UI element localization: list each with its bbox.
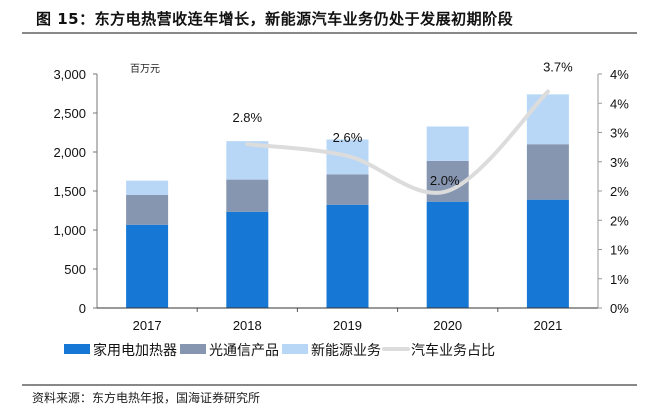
x-tick-label: 2018	[233, 318, 262, 333]
bar-2017-1	[126, 194, 169, 225]
chart-title: 图 15：东方电热营收连年增长，新能源汽车业务仍处于发展初期阶段	[36, 10, 514, 28]
y-tick-label: 1,000	[53, 223, 86, 238]
data-label: 3.7%	[543, 60, 573, 75]
bar-2018-0	[226, 211, 269, 308]
bar-2021-0	[526, 199, 569, 308]
bar-2020-1	[426, 160, 469, 202]
y-tick-label: 2,500	[53, 106, 86, 121]
bar-2017-0	[126, 224, 169, 308]
y2-tick-label: 3%	[610, 155, 629, 170]
line-汽车业务占比	[245, 89, 550, 195]
y-tick-label: 500	[64, 262, 86, 277]
x-tick-label: 2020	[433, 318, 462, 333]
legend-swatch-0	[64, 344, 90, 354]
bar-2021-1	[526, 144, 569, 200]
legend-label: 家用电加热器	[93, 342, 177, 359]
legend-label: 新能源业务	[311, 343, 381, 359]
bar-2021-2	[526, 94, 569, 145]
y2-tick-label: 2%	[610, 184, 629, 199]
y2-tick-label: 0%	[610, 301, 629, 316]
bar-2019-0	[326, 204, 369, 308]
bar-2017-2	[126, 180, 169, 195]
unit-label: 百万元	[130, 63, 160, 75]
data-label: 2.0%	[430, 173, 460, 188]
legend-label: 光通信产品	[209, 343, 279, 359]
bar-2018-1	[226, 179, 269, 212]
bar-2018-2	[226, 141, 269, 180]
data-label: 2.6%	[333, 130, 363, 145]
title-divider	[22, 32, 637, 34]
y2-tick-label: 4%	[610, 96, 629, 111]
bar-2020-0	[426, 201, 469, 308]
y2-tick-label: 1%	[610, 272, 629, 287]
bar-2020-2	[426, 126, 469, 161]
y-tick-label: 3,000	[53, 67, 86, 82]
legend-swatch-1	[180, 344, 206, 354]
y2-tick-label: 2%	[610, 213, 629, 228]
y-tick-label: 2,000	[53, 145, 86, 160]
source-divider	[22, 384, 637, 386]
data-label: 2.8%	[232, 110, 262, 125]
source-note: 资料来源：东方电热年报，国海证券研究所	[32, 391, 261, 405]
x-tick-label: 2021	[533, 318, 562, 333]
y2-tick-label: 1%	[610, 243, 629, 258]
y2-tick-label: 3%	[610, 126, 629, 141]
x-tick-label: 2019	[333, 318, 362, 333]
legend-swatch-2	[282, 344, 308, 354]
y-tick-label: 0	[79, 301, 86, 316]
x-tick-label: 2017	[133, 318, 162, 333]
y-tick-label: 1,500	[53, 184, 86, 199]
bar-2019-1	[326, 174, 369, 205]
legend-label: 汽车业务占比	[411, 342, 495, 359]
y2-ticks: 0% 1% 1% 2% 2% 3% 3% 4% 4%	[598, 67, 629, 316]
y2-tick-label: 4%	[610, 67, 629, 82]
